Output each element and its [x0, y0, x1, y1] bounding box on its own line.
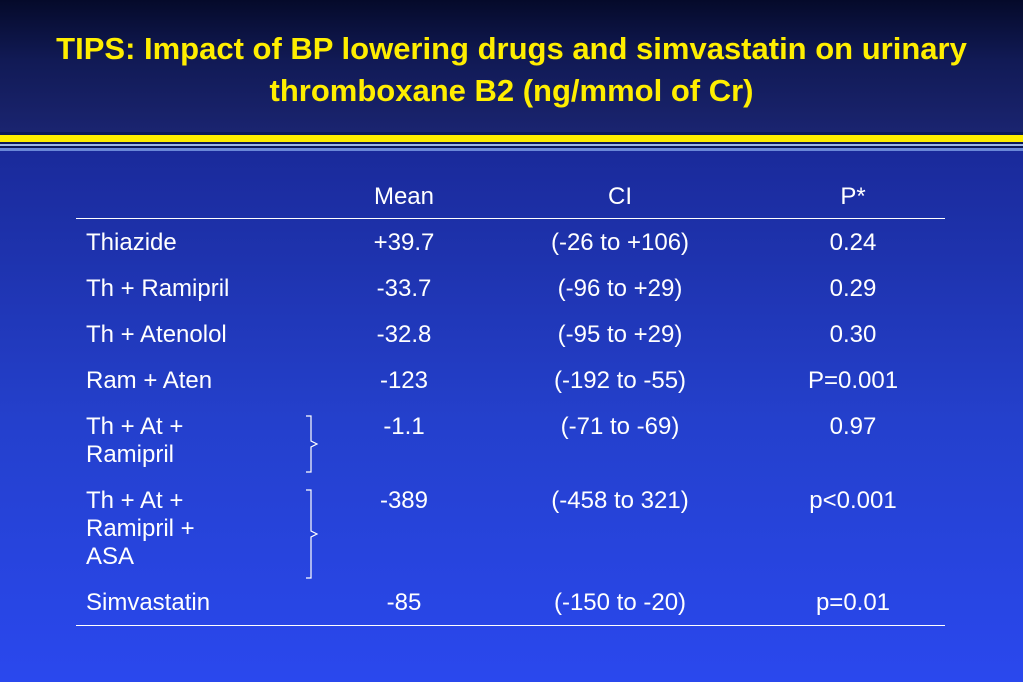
row-label: Ram + Aten: [86, 367, 213, 394]
row-label: Thiazide: [86, 229, 177, 256]
table-row: Ram + Aten -123 (-192 to -55) P=0.001: [76, 357, 945, 403]
row-ci: (-26 to +106): [550, 229, 690, 256]
header-cell-label: [76, 176, 329, 219]
row-label-cell: Th + At + Ramipril + ASA: [76, 477, 329, 579]
header-cell-p: P*: [761, 176, 945, 219]
row-p: 0.24: [829, 229, 877, 256]
row-p: 0.30: [829, 321, 877, 348]
table-header-row: Mean CI P*: [76, 176, 945, 219]
yellow-divider: [0, 135, 1023, 142]
blue-divider: [0, 148, 1023, 151]
row-label: Th + Ramipril: [86, 275, 230, 302]
row-ci: (-150 to -20): [479, 579, 761, 626]
table-row: Th + At + Ramipril + ASA -389 (-458 to 3…: [76, 477, 945, 579]
blue-divider-thin: [0, 144, 1023, 146]
header-cell-ci: CI: [479, 176, 761, 219]
title-banner: [0, 0, 1023, 132]
row-ci: (-192 to -55): [553, 367, 687, 394]
row-mean: -33.7: [376, 275, 432, 302]
row-p: 0.97: [829, 413, 877, 440]
row-ci: (-96 to +29): [557, 275, 683, 302]
table-row: Th + Atenolol -32.8 (-95 to +29) 0.30: [76, 311, 945, 357]
row-mean: -389: [379, 487, 429, 514]
results-table: Mean CI P* Thiazide +39.7 (-26 to +106) …: [76, 176, 945, 626]
row-mean: +39.7: [373, 229, 435, 256]
slide-title: TIPS: Impact of BP lowering drugs and si…: [56, 31, 967, 108]
table-row: Th + At + Ramipril -1.1 (-71 to -69) 0.9…: [76, 403, 945, 477]
row-label-cell: Th + At + Ramipril: [76, 403, 329, 477]
row-ci: (-95 to +29): [557, 321, 683, 348]
right-bracket-icon: [305, 415, 319, 473]
row-mean: -123: [379, 367, 429, 394]
row-p: p<0.001: [809, 487, 897, 514]
row-mean: -1.1: [383, 413, 425, 440]
row-ci: (-71 to -69): [560, 413, 680, 440]
row-p: p=0.01: [761, 579, 945, 626]
row-label: Th + At + Ramipril: [86, 413, 184, 468]
row-label: Th + Atenolol: [86, 321, 227, 348]
table-row: Th + Ramipril -33.7 (-96 to +29) 0.29: [76, 265, 945, 311]
header-cell-mean: Mean: [329, 176, 479, 219]
table-row: Thiazide +39.7 (-26 to +106) 0.24: [76, 219, 945, 266]
row-p: 0.29: [829, 275, 877, 302]
table-row: Simvastatin -85 (-150 to -20) p=0.01: [76, 579, 945, 626]
row-ci: (-458 to 321): [551, 487, 689, 514]
row-mean: -85: [329, 579, 479, 626]
row-label: Simvastatin: [76, 579, 329, 626]
row-p: P=0.001: [807, 367, 899, 394]
row-label: Th + At + Ramipril + ASA: [86, 487, 195, 570]
right-bracket-icon: [305, 489, 319, 579]
row-mean: -32.8: [376, 321, 432, 348]
